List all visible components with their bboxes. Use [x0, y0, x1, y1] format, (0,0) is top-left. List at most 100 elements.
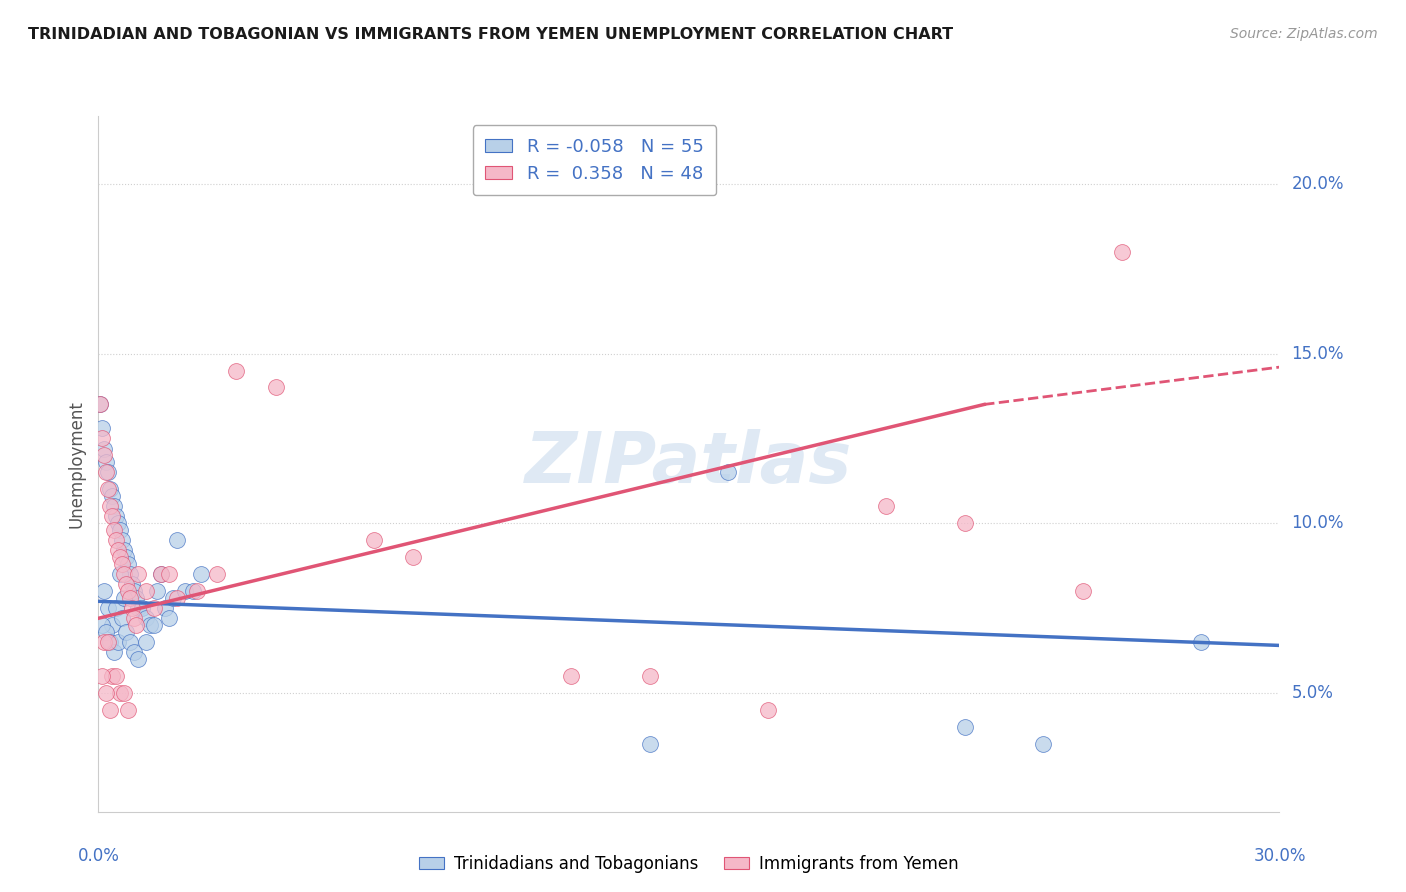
Point — [155, 601, 177, 615]
Point — [91, 421, 114, 435]
Point — [127, 652, 149, 666]
Point — [101, 489, 124, 503]
Point — [105, 533, 128, 548]
Point — [166, 591, 188, 605]
Point — [107, 543, 129, 558]
Point — [190, 567, 212, 582]
Point — [105, 509, 128, 524]
Point — [112, 686, 135, 700]
Point — [91, 431, 114, 445]
Point — [93, 635, 115, 649]
Point — [717, 466, 740, 480]
Point — [122, 611, 145, 625]
Point — [107, 635, 129, 649]
Point — [89, 397, 111, 411]
Text: 5.0%: 5.0% — [1291, 684, 1333, 702]
Point — [131, 601, 153, 615]
Point — [101, 509, 124, 524]
Point — [101, 669, 124, 683]
Point — [103, 523, 125, 537]
Point — [122, 645, 145, 659]
Point — [953, 720, 976, 734]
Point — [115, 577, 138, 591]
Point — [108, 550, 131, 565]
Point — [97, 635, 120, 649]
Text: 30.0%: 30.0% — [1253, 847, 1306, 864]
Text: ZIPatlas: ZIPatlas — [526, 429, 852, 499]
Point — [402, 550, 425, 565]
Point — [125, 618, 148, 632]
Point — [103, 500, 125, 514]
Point — [96, 624, 118, 639]
Point — [96, 466, 118, 480]
Point — [117, 557, 139, 571]
Point — [101, 618, 124, 632]
Point — [166, 533, 188, 548]
Point — [756, 703, 779, 717]
Point — [363, 533, 385, 548]
Point — [138, 618, 160, 632]
Point — [93, 442, 115, 456]
Point — [121, 577, 143, 591]
Point — [135, 611, 157, 625]
Point — [186, 584, 208, 599]
Point — [157, 567, 180, 582]
Point — [97, 601, 120, 615]
Point — [122, 584, 145, 599]
Point — [118, 591, 141, 605]
Point — [117, 703, 139, 717]
Legend: Trinidadians and Tobagonians, Immigrants from Yemen: Trinidadians and Tobagonians, Immigrants… — [413, 848, 965, 880]
Point — [142, 618, 165, 632]
Point — [98, 635, 121, 649]
Point — [560, 669, 582, 683]
Point — [1071, 584, 1094, 599]
Point — [1111, 244, 1133, 259]
Point — [91, 618, 114, 632]
Point — [112, 567, 135, 582]
Point — [112, 591, 135, 605]
Point — [98, 483, 121, 497]
Y-axis label: Unemployment: Unemployment — [67, 400, 86, 528]
Point — [162, 591, 184, 605]
Point — [127, 601, 149, 615]
Point — [205, 567, 228, 582]
Point — [97, 466, 120, 480]
Point — [127, 567, 149, 582]
Point — [105, 669, 128, 683]
Point — [1032, 737, 1054, 751]
Point — [181, 584, 204, 599]
Point — [98, 500, 121, 514]
Point — [135, 584, 157, 599]
Point — [105, 601, 128, 615]
Legend: R = -0.058   N = 55, R =  0.358   N = 48: R = -0.058 N = 55, R = 0.358 N = 48 — [472, 125, 716, 195]
Text: 10.0%: 10.0% — [1291, 514, 1344, 533]
Point — [108, 523, 131, 537]
Point — [98, 703, 121, 717]
Point — [150, 567, 173, 582]
Point — [225, 363, 247, 377]
Point — [150, 567, 173, 582]
Point — [115, 550, 138, 565]
Point — [97, 483, 120, 497]
Point — [93, 584, 115, 599]
Text: 0.0%: 0.0% — [77, 847, 120, 864]
Point — [111, 611, 134, 625]
Text: Source: ZipAtlas.com: Source: ZipAtlas.com — [1230, 27, 1378, 41]
Point — [174, 584, 197, 599]
Point — [135, 635, 157, 649]
Text: 20.0%: 20.0% — [1291, 175, 1344, 193]
Point — [117, 584, 139, 599]
Text: 15.0%: 15.0% — [1291, 344, 1344, 362]
Point — [115, 624, 138, 639]
Point — [111, 557, 134, 571]
Point — [146, 584, 169, 599]
Point — [103, 645, 125, 659]
Point — [953, 516, 976, 531]
Point — [89, 397, 111, 411]
Point — [638, 669, 661, 683]
Point — [96, 686, 118, 700]
Point — [118, 567, 141, 582]
Point — [638, 737, 661, 751]
Point — [875, 500, 897, 514]
Point — [91, 669, 114, 683]
